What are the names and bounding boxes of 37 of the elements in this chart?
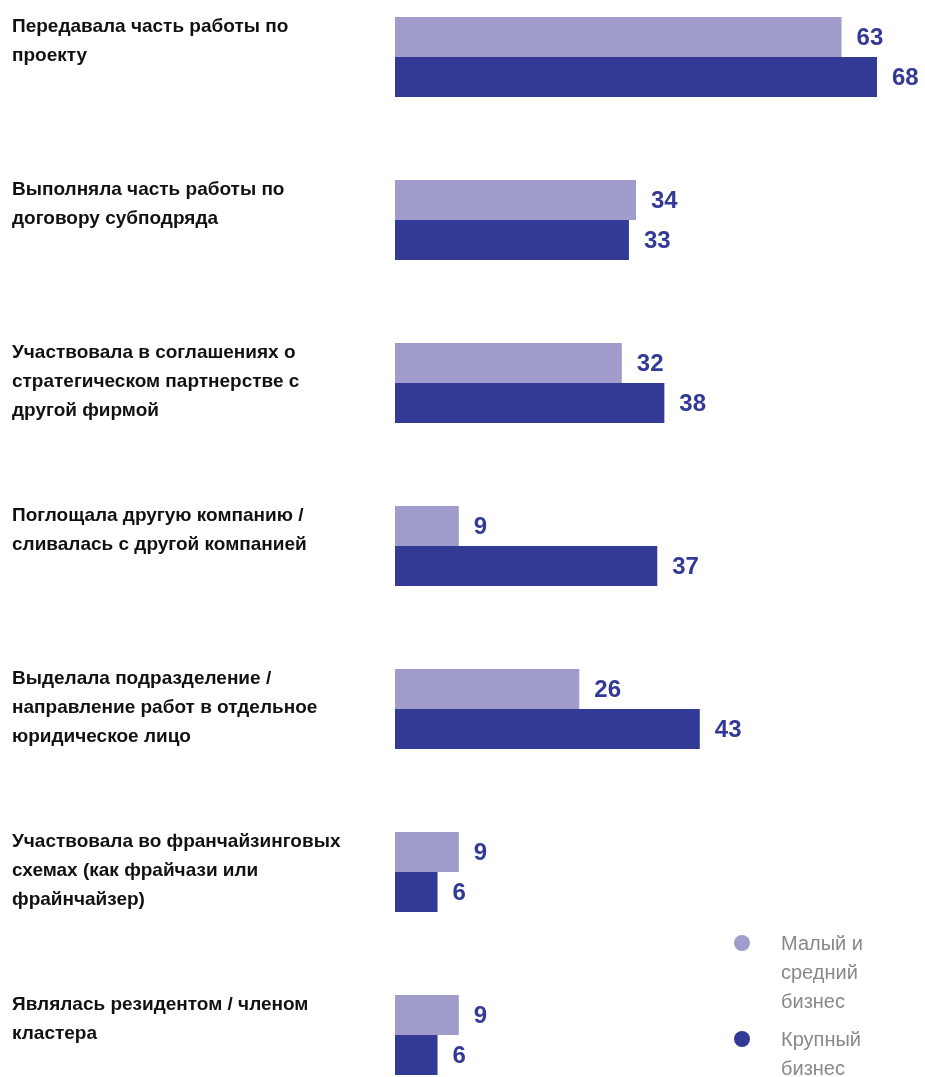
bar <box>395 1035 438 1075</box>
bar <box>395 832 459 872</box>
data-label: 68 <box>892 63 919 90</box>
y-tick-label: Передавала часть работы по проекту <box>12 15 289 65</box>
legend-label: Крупный бизнес <box>781 1028 861 1077</box>
bar <box>395 995 459 1035</box>
data-label: 26 <box>594 675 621 702</box>
data-label: 43 <box>714 715 742 742</box>
y-tick-label: Участвовала в соглашениях о стратегическом партнерстве с другой фирмой <box>12 341 300 420</box>
bar <box>395 17 842 57</box>
data-label: 33 <box>643 226 671 253</box>
y-tick-label: Являлась резидентом / членом кластера <box>12 993 309 1043</box>
data-label: 32 <box>636 349 664 376</box>
y-tick-label: Выделала подразделение / направление работ в отдельное юридическое лицо <box>12 667 318 746</box>
data-label: 63 <box>856 23 884 50</box>
bar <box>395 220 629 260</box>
bar <box>395 872 438 912</box>
legend-label: Малый и средний бизнес <box>781 932 863 1012</box>
bar <box>395 546 658 586</box>
bar <box>395 506 459 546</box>
bar <box>395 709 700 749</box>
data-label: 9 <box>473 1001 488 1028</box>
data-label: 9 <box>473 512 488 539</box>
bar <box>395 669 580 709</box>
data-label: 6 <box>452 1041 466 1068</box>
bar <box>395 343 622 383</box>
y-tick-label: Участвовала во франчайзинговых схемах (как фрайчази или фрайнчайзер) <box>12 830 341 909</box>
data-label: 38 <box>679 389 707 416</box>
bar <box>395 57 877 97</box>
bar <box>395 383 665 423</box>
y-tick-label: Выполняла часть работы по договору субподряда <box>12 178 285 228</box>
data-label: 34 <box>651 186 679 213</box>
y-tick-label: Поглощала другую компанию / сливалась с другой компанией <box>12 504 307 554</box>
data-label: 9 <box>473 838 488 865</box>
bar <box>395 180 636 220</box>
data-label: 37 <box>672 552 699 579</box>
data-label: 6 <box>452 878 466 905</box>
